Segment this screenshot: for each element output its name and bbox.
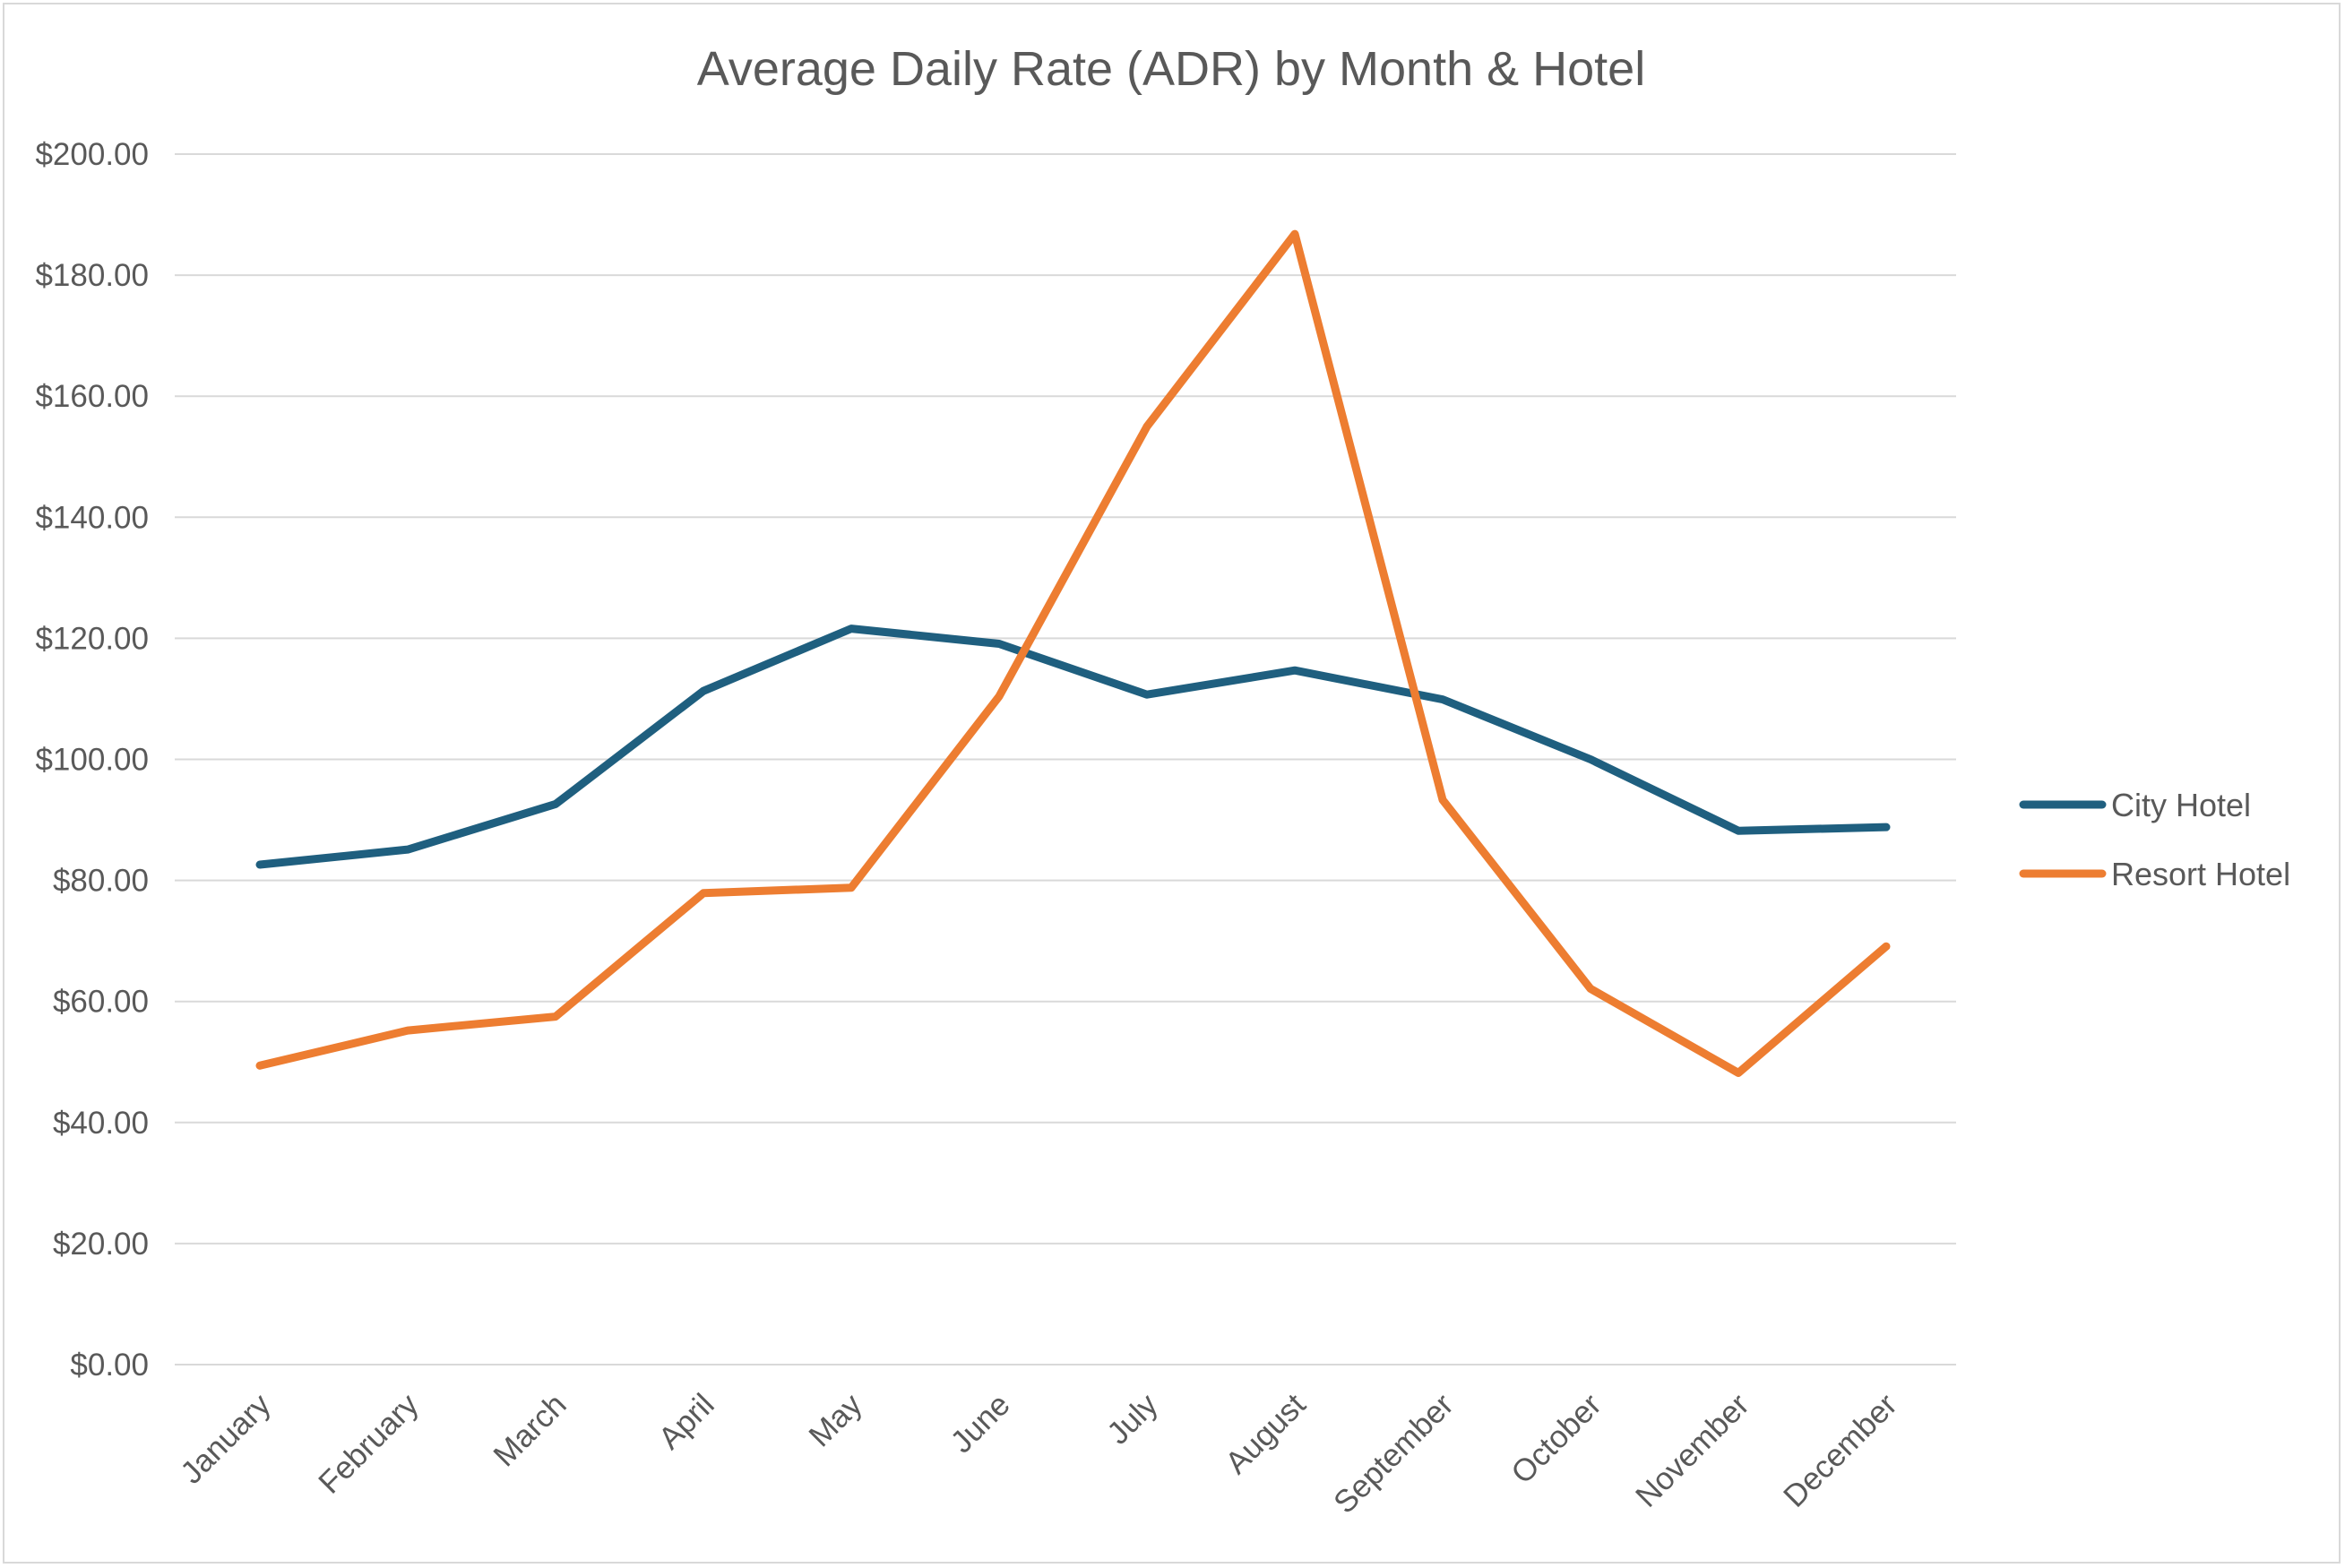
gridlines [175, 153, 1956, 1366]
y-tick-label: $120.00 [35, 621, 149, 656]
series-lines [255, 229, 1891, 1077]
y-tick-label: $20.00 [53, 1227, 149, 1262]
y-tick-label: $200.00 [35, 137, 149, 172]
x-tick-label: March [487, 1387, 573, 1473]
series-line [255, 625, 1891, 869]
y-tick-label: $140.00 [35, 500, 149, 535]
x-tick-label: January [174, 1387, 278, 1491]
legend: City Hotel Resort Hotel [2019, 787, 2290, 892]
y-axis-tick-labels: $0.00 $20.00 $40.00 $60.00 $80.00 $100.00 $120… [35, 137, 149, 1383]
legend-label: Resort Hotel [2111, 856, 2290, 892]
y-tick-label: $160.00 [35, 379, 149, 414]
x-tick-label: August [1219, 1387, 1313, 1481]
y-tick-label: $100.00 [35, 743, 149, 778]
chart-frame [3, 3, 2341, 1564]
x-tick-label: October [1504, 1387, 1608, 1491]
series-line [255, 229, 1891, 1077]
x-tick-label: July [1100, 1387, 1165, 1452]
x-tick-label: June [944, 1387, 1016, 1460]
chart-title: Average Daily Rate (ADR) by Month & Hote… [697, 42, 1645, 96]
x-tick-label: April [652, 1387, 721, 1456]
legend-label: City Hotel [2111, 787, 2251, 823]
x-tick-label: November [1629, 1387, 1756, 1514]
x-tick-label: December [1777, 1387, 1904, 1514]
x-tick-label: May [802, 1387, 869, 1454]
y-tick-label: $60.00 [53, 985, 149, 1020]
x-tick-label: September [1327, 1387, 1461, 1521]
y-tick-label: $180.00 [35, 258, 149, 293]
y-tick-label: $80.00 [53, 864, 149, 899]
y-tick-label: $0.00 [70, 1348, 149, 1383]
y-tick-label: $40.00 [53, 1106, 149, 1141]
x-axis-tick-labels: January February March April May June July Augu… [174, 1387, 1904, 1521]
x-tick-label: February [312, 1387, 426, 1501]
